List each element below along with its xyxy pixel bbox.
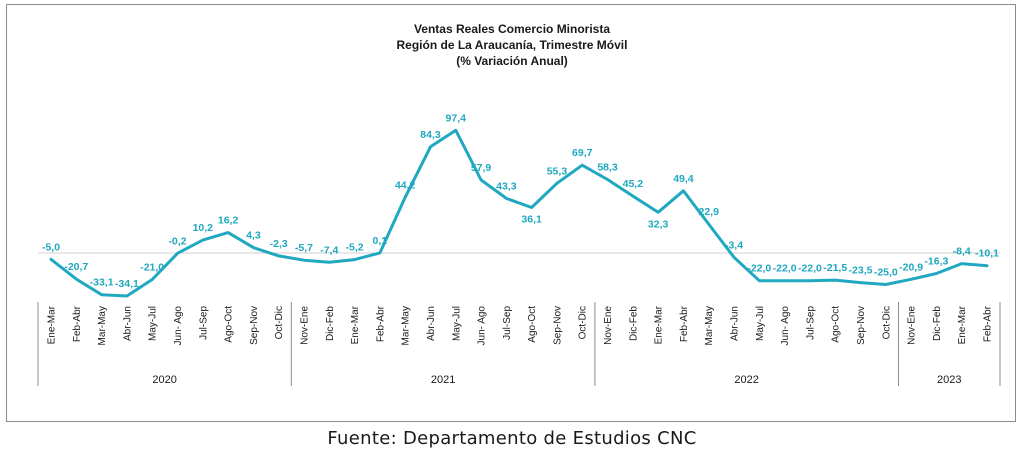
x-tick-label: Ene-Mar <box>350 305 361 344</box>
x-tick-label: Ene-Mar <box>47 305 58 344</box>
x-tick-label: Mar-May <box>401 306 412 345</box>
data-label: -22,0 <box>798 263 822 275</box>
data-label: -23,5 <box>849 265 873 277</box>
data-label: -10,1 <box>975 248 999 260</box>
data-label: 0,1 <box>373 235 388 247</box>
year-label: 2020 <box>152 374 176 386</box>
x-tick-label: Nov-Ene <box>603 306 614 345</box>
x-tick-label: Jul-Sep <box>198 306 209 340</box>
x-tick-label: May-Jul <box>148 306 159 341</box>
data-label: -0,2 <box>168 235 186 247</box>
data-label: -25,0 <box>874 267 898 279</box>
x-tick-label: Ene-Mar <box>654 305 665 344</box>
x-tick-label: Feb-Abr <box>375 305 386 342</box>
x-tick-label: Nov-Ene <box>907 306 918 345</box>
x-tick-label: Nov-Ene <box>299 306 310 345</box>
x-tick-label: Dic-Feb <box>932 306 943 341</box>
year-label: 2022 <box>734 374 758 386</box>
data-label: 10,2 <box>193 222 214 234</box>
x-tick-label: Abr-Jun <box>122 306 133 341</box>
data-label: -20,7 <box>64 261 88 273</box>
x-tick-label: Ago-Oct <box>831 306 842 343</box>
x-tick-label: Sep-Nov <box>249 306 260 345</box>
data-label: -33,1 <box>90 277 114 289</box>
data-label: 45,2 <box>623 178 644 190</box>
data-label: 58,3 <box>597 162 618 174</box>
x-tick-label: Oct-Dic <box>274 306 285 339</box>
data-label: 32,3 <box>648 218 669 230</box>
data-label: 44,2 <box>395 179 416 191</box>
data-label: 57,9 <box>471 162 492 174</box>
x-tick-label: Abr-Jun <box>730 306 741 341</box>
x-tick-label: Abr-Jun <box>426 306 437 341</box>
x-tick-label: Sep-Nov <box>856 306 867 345</box>
data-label: -16,3 <box>924 256 948 268</box>
chart-title: Ventas Reales Comercio Minorista Región d… <box>397 22 628 68</box>
data-label: -7,4 <box>320 244 338 256</box>
data-label: -21,5 <box>823 262 847 274</box>
data-label: -5,7 <box>295 242 313 254</box>
data-label: -8,4 <box>953 246 971 258</box>
data-label: 16,2 <box>218 215 239 227</box>
x-tick-label: Dic-Feb <box>628 306 639 341</box>
data-label: 55,3 <box>547 165 568 177</box>
x-tick-label: Feb-Abr <box>983 305 994 342</box>
data-label: -22,0 <box>747 263 771 275</box>
x-tick-label: Jun- Ago <box>477 306 488 346</box>
x-tick-label: Oct-Dic <box>881 306 892 339</box>
title-line-3: (% Variación Anual) <box>456 54 568 68</box>
title-line-2: Región de La Araucanía, Trimestre Móvil <box>397 38 628 52</box>
data-labels: -5,0-20,7-33,1 -34,1-21,0-0,210,216,24,3-… <box>42 112 999 290</box>
title-line-1: Ventas Reales Comercio Minorista <box>414 22 610 36</box>
source-note: Fuente: Departamento de Estudios CNC <box>327 428 697 449</box>
series-line-group <box>49 128 989 298</box>
year-label: 2021 <box>431 374 455 386</box>
series-line <box>49 128 989 298</box>
x-tick-label: Jun- Ago <box>780 306 791 346</box>
x-tick-label: May-Jul <box>755 306 766 341</box>
data-label: 49,4 <box>673 173 694 185</box>
year-label: 2023 <box>937 374 961 386</box>
x-tick-label: Jul-Sep <box>502 306 513 340</box>
x-tick-label: Feb-Abr <box>679 305 690 342</box>
data-label: -5,2 <box>346 242 364 254</box>
data-label: -2,3 <box>270 238 288 250</box>
data-label: -20,9 <box>899 261 923 273</box>
chart-frame <box>6 4 1016 422</box>
data-label: 36,1 <box>521 214 542 226</box>
data-label: 4,3 <box>246 230 261 242</box>
x-tick-label: Ene-Mar <box>957 305 968 344</box>
x-tick-label: Ago-Oct <box>527 306 538 343</box>
x-tick-label: May-Jul <box>451 306 462 341</box>
data-label: 97,4 <box>446 112 467 124</box>
data-label: 43,3 <box>496 180 517 192</box>
line-chart: Ventas Reales Comercio Minorista Región d… <box>37 22 1001 386</box>
data-label: 69,7 <box>572 147 593 159</box>
data-label: -5,0 <box>42 241 60 253</box>
x-tick-label: Mar-May <box>97 306 108 345</box>
x-tick-label: Jun- Ago <box>173 306 184 346</box>
data-label: -3,4 <box>725 239 743 251</box>
x-tick-label: Sep-Nov <box>552 306 563 345</box>
x-tick-label: Oct-Dic <box>578 306 589 339</box>
data-label: 84,3 <box>420 129 441 141</box>
x-tick-label: Dic-Feb <box>325 306 336 341</box>
x-tick-label: Jul-Sep <box>805 306 816 340</box>
x-tick-label: Ago-Oct <box>224 306 235 343</box>
data-label: -34,1 <box>115 278 139 290</box>
data-label: 22,9 <box>699 206 720 218</box>
data-label: -22,0 <box>773 263 797 275</box>
x-tick-label: Mar-May <box>704 306 715 345</box>
x-tick-label: Feb-Abr <box>72 305 83 342</box>
x-axis: Ene-Mar Feb-Abr Mar-May Abr-Jun May-Jul Jun- … <box>37 302 1001 386</box>
data-label: -21,0 <box>140 261 164 273</box>
